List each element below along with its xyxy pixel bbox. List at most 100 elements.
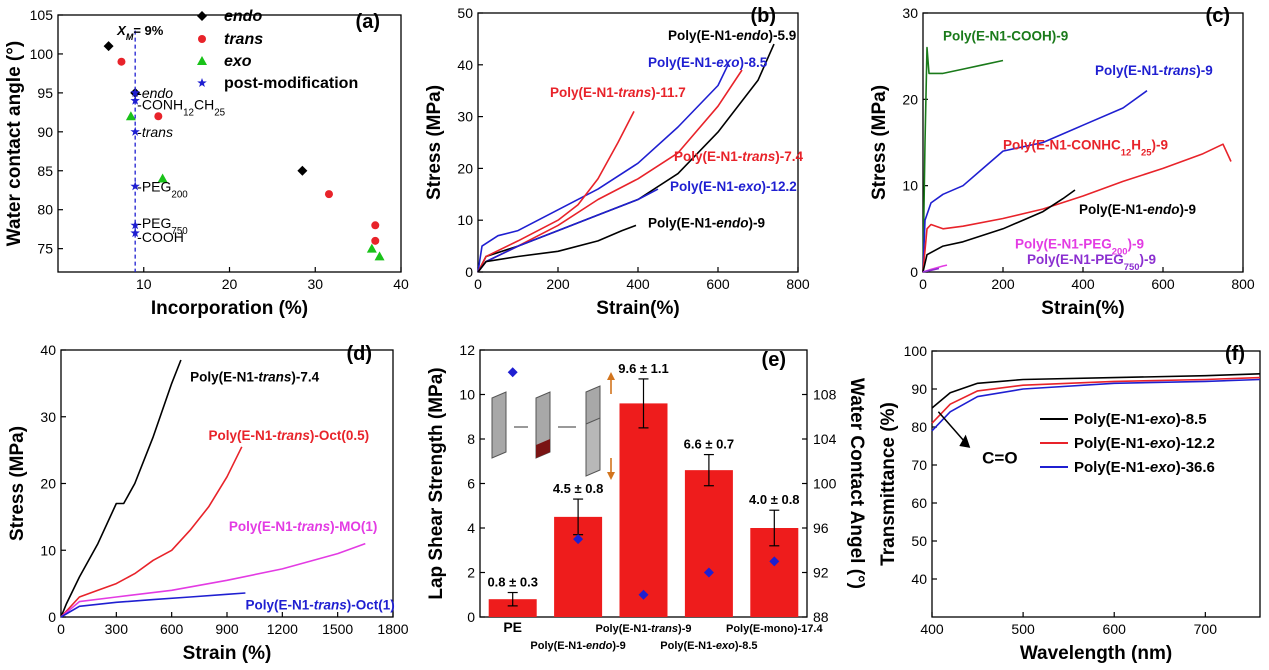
data-point-diamond xyxy=(703,567,714,578)
data-point-star xyxy=(197,78,207,87)
series-line xyxy=(477,188,659,273)
point-annotation: -PEG750 xyxy=(137,215,188,237)
x-tick-label: 1800 xyxy=(377,621,408,637)
y-tick-label: 50 xyxy=(911,533,927,549)
x-tick-label: 0 xyxy=(474,276,482,292)
series-line xyxy=(60,592,246,618)
y-tick-label: 40 xyxy=(911,571,927,587)
panel-tag: (b) xyxy=(750,5,776,27)
y-tick-label: 60 xyxy=(911,495,927,511)
data-point-circle xyxy=(371,221,380,230)
y-tick-label: 20 xyxy=(40,476,56,492)
y2-tick-label: 88 xyxy=(813,609,829,625)
x-axis-label: Strain(%) xyxy=(596,298,679,319)
x-tick-label: 10 xyxy=(136,276,152,292)
x-tick-label: 0 xyxy=(919,276,927,292)
panel-c: 0 200 400 600 800 0 10 20 30 Strain(%) Stress (MPa… xyxy=(869,5,1255,319)
data-point-circle xyxy=(117,57,126,66)
series-label: Poly(E-N1-trans)-MO(1) xyxy=(229,519,378,534)
series-label: Poly(E-N1-trans)-9 xyxy=(1095,63,1213,78)
series-label: Poly(E-N1-trans)-Oct(0.5) xyxy=(209,428,370,443)
y-tick-label: 90 xyxy=(37,124,53,140)
y-tick-label: 4 xyxy=(467,520,475,536)
bar-value-label: 0.8 ± 0.3 xyxy=(487,575,538,590)
arrow-head xyxy=(959,434,971,448)
x-tick-label: 1500 xyxy=(322,621,353,637)
x-tick-label: 1200 xyxy=(267,621,298,637)
data-point-triangle xyxy=(366,243,377,253)
legend-entry: Poly(E-N1-exo)-8.5 xyxy=(1074,411,1207,428)
panel-tag: (d) xyxy=(346,343,372,365)
legend-entry: Poly(E-N1-exo)-36.6 xyxy=(1074,459,1215,476)
carbonyl-annotation: C=O xyxy=(982,448,1017,467)
series-label: Poly(E-N1-endo)-9 xyxy=(1079,202,1196,217)
specimen-plate xyxy=(585,417,601,477)
data-point-star xyxy=(130,220,140,230)
x-tick-label: 600 xyxy=(1151,276,1175,292)
y2-tick-label: 92 xyxy=(813,565,829,581)
bar-value-label: 4.5 ± 0.8 xyxy=(553,481,604,496)
panel-e: 0 2 4 6 8 10 12 Lap Shear Strength (MPa) (e) 88 92… xyxy=(426,342,867,652)
series-label: Poly(E-N1-CONHC12H25)-9 xyxy=(1003,137,1168,158)
x-tick-label: 0 xyxy=(57,621,65,637)
x-tick-label: 30 xyxy=(307,276,323,292)
bar-value-label: 9.6 ± 1.1 xyxy=(618,361,669,376)
adhesive-layer xyxy=(536,439,550,458)
y-tick-label: 0 xyxy=(467,609,475,625)
series-label: Poly(E-N1-PEG200)-9 xyxy=(1015,237,1144,258)
y-tick-label: 8 xyxy=(467,431,475,447)
data-point-diamond xyxy=(638,589,649,600)
category-label: PE xyxy=(503,619,522,635)
y-axis-label: Water contact angle (°) xyxy=(4,41,25,246)
y2-tick-label: 104 xyxy=(813,431,837,447)
series-label: Poly(E-N1-exo)-12.2 xyxy=(670,179,797,194)
data-point-star xyxy=(130,87,140,97)
pull-arrow-head xyxy=(607,472,615,480)
data-point-triangle xyxy=(125,111,136,121)
series-label: Poly(E-N1-trans)-Oct(1) xyxy=(245,598,394,613)
series-line xyxy=(922,267,940,273)
y-tick-label: 100 xyxy=(904,343,928,359)
bar xyxy=(684,470,733,617)
x-tick-label: 600 xyxy=(160,621,184,637)
y2-tick-label: 100 xyxy=(813,476,837,492)
y-tick-label: 0 xyxy=(465,264,473,280)
data-point-triangle xyxy=(157,173,168,183)
panel-f: 400 500 600 700 40 50 60 70 80 90 100 Wavelength (n… xyxy=(878,343,1261,664)
category-label: Poly(E-N1-exo)-8.5 xyxy=(660,640,757,652)
plot-frame xyxy=(931,350,1261,618)
series-line xyxy=(922,143,1232,273)
series-label: Poly(E-N1-trans)-7.4 xyxy=(190,369,320,384)
x-tick-label: 20 xyxy=(222,276,238,292)
panel-d: 0 300 600 900 1200 1500 1800 0 10 20 30 40 Strain (%… xyxy=(7,342,409,664)
y2-axis-label: Water Contact Angel (°) xyxy=(846,378,867,589)
series-line xyxy=(60,542,366,618)
series-line xyxy=(60,446,243,618)
x-tick-label: 200 xyxy=(991,276,1015,292)
y-tick-label: 10 xyxy=(902,178,918,194)
legend-entry: endo xyxy=(224,8,262,25)
series-label: Poly(E-N1-exo)-8.5 xyxy=(648,55,768,70)
y2-tick-label: 108 xyxy=(813,387,837,403)
y-tick-label: 95 xyxy=(37,85,53,101)
x-tick-label: 400 xyxy=(1071,276,1095,292)
series-label: Poly(E-N1-PEG750)-9 xyxy=(1027,252,1156,273)
x-tick-label: 40 xyxy=(393,276,409,292)
x-axis-label: Strain (%) xyxy=(183,643,272,664)
series-line xyxy=(477,111,635,273)
y-tick-label: 50 xyxy=(457,5,473,21)
y-tick-label: 75 xyxy=(37,241,53,257)
panel-b: 0 200 400 600 800 0 10 20 30 40 50 Strain(%) Stress … xyxy=(424,5,810,319)
x-axis-label: Strain(%) xyxy=(1041,298,1124,319)
data-point-triangle xyxy=(197,56,207,65)
series-label: Poly(E-N1-COOH)-9 xyxy=(943,29,1068,44)
category-label: Poly(E-N1-trans)-9 xyxy=(596,623,692,635)
series-label: Poly(E-N1-trans)-11.7 xyxy=(550,85,686,100)
series-line xyxy=(922,189,1076,273)
point-annotation: -CONH12CH25 xyxy=(137,97,225,119)
y-tick-label: 12 xyxy=(459,342,475,358)
data-point-triangle xyxy=(374,251,385,261)
x-tick-label: 400 xyxy=(626,276,650,292)
x-tick-label: 900 xyxy=(215,621,239,637)
panel-a: 10 20 30 40 75 80 85 90 95 100 105 Incorporation (%… xyxy=(4,7,409,319)
